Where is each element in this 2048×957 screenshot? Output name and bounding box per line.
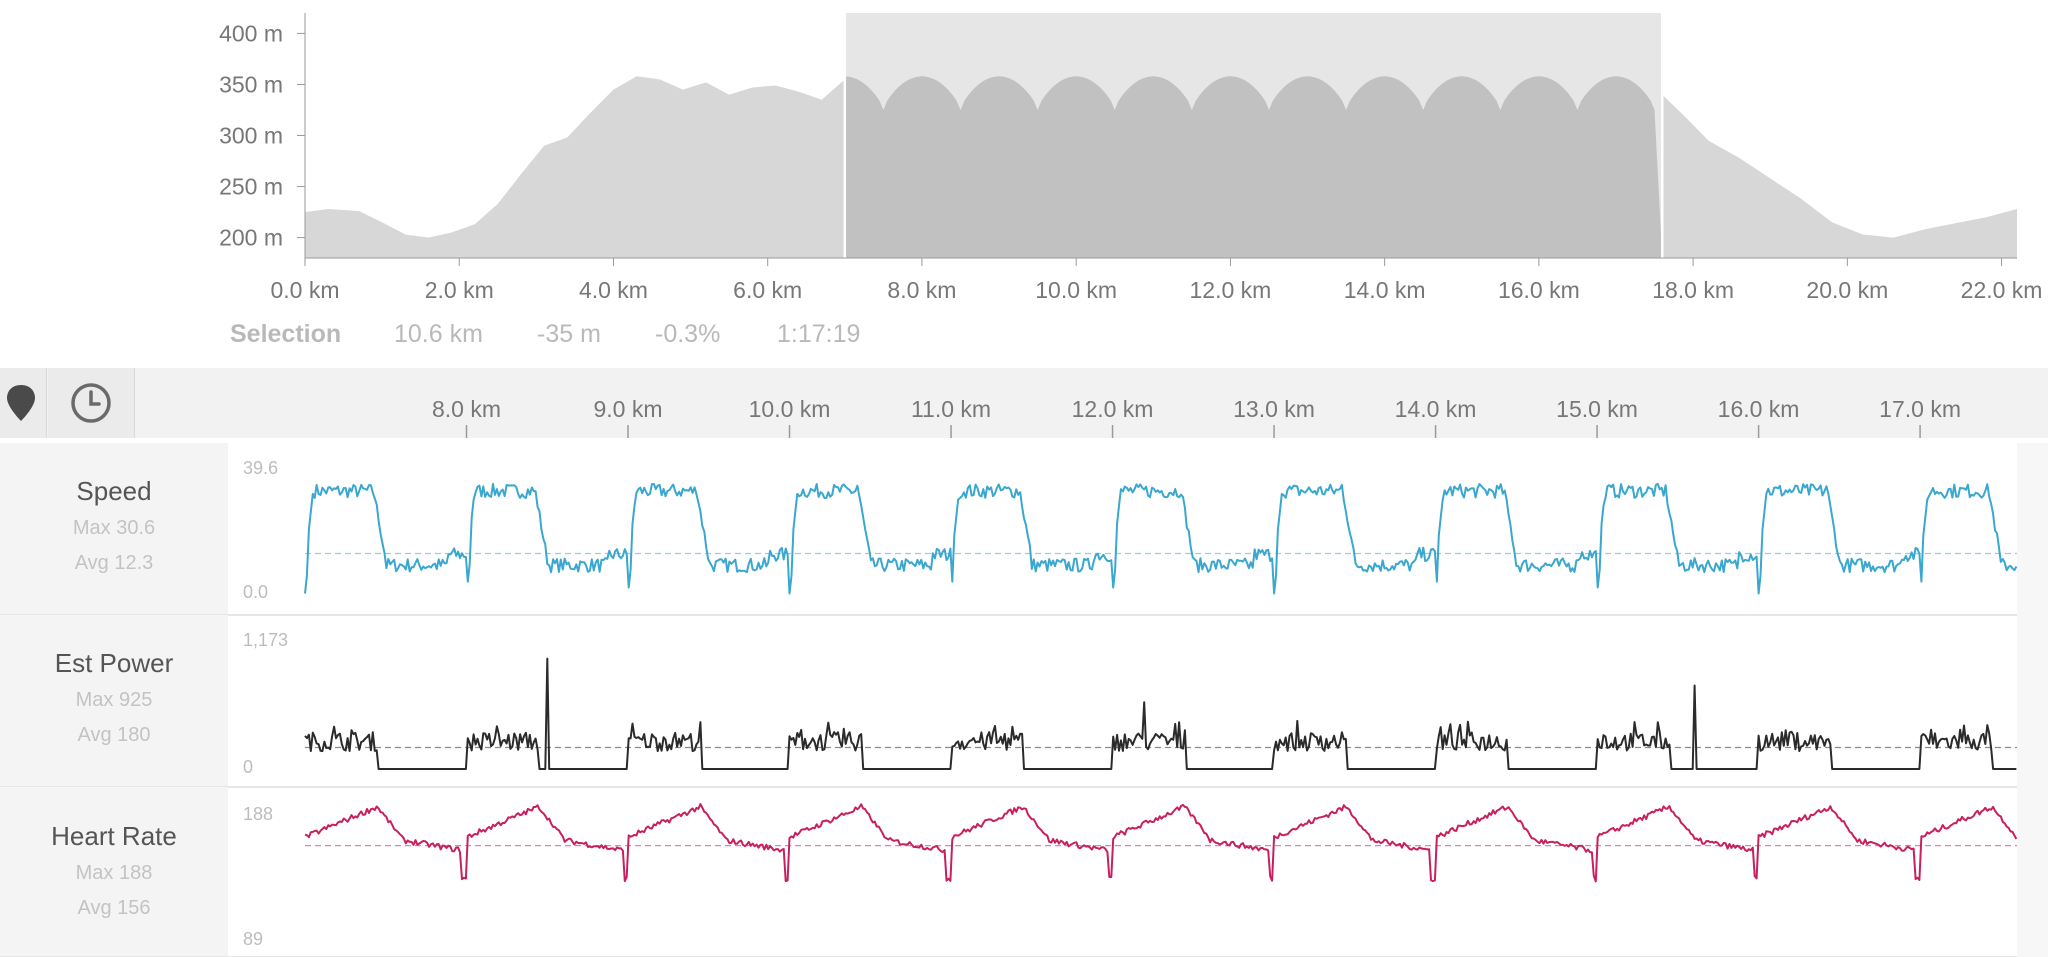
selection-duration: 1:17:19 <box>777 320 861 348</box>
power-max: Max 925 <box>75 689 153 711</box>
detail-x-tick-label: 11.0 km <box>911 396 991 422</box>
metric-series-line <box>304 657 2017 770</box>
selection-elevation-change: -35 m <box>537 320 601 348</box>
y-tick-label: 350 m <box>219 71 283 97</box>
power-name: Est Power <box>54 648 174 678</box>
selection-summary: Selection 10.6 km -35 m -0.3% 1:17:19 <box>0 318 2048 358</box>
x-tick-label: 22.0 km <box>1961 277 2043 303</box>
metric-axis-max: 39.6 <box>243 458 278 478</box>
elevation-area-before <box>305 76 845 258</box>
clock-icon <box>71 383 111 423</box>
y-tick-label: 200 m <box>219 225 283 251</box>
metric-axis-min: 89 <box>243 929 263 949</box>
hr-label-block: Heart Rate Max 188 Avg 156 <box>0 821 228 920</box>
x-tick-label: 10.0 km <box>1035 277 1117 303</box>
right-gutter <box>2017 443 2048 957</box>
x-tick-label: 4.0 km <box>579 277 648 303</box>
speed-max: Max 30.6 <box>72 517 156 539</box>
detail-x-tick-label: 13.0 km <box>1233 396 1315 422</box>
hr-avg: Avg 156 <box>77 897 151 919</box>
speed-avg: Avg 12.3 <box>74 552 154 574</box>
elevation-chart[interactable]: 200 m 250 m 300 m 350 m 400 m 0.0 km 2.0 km 4.0… <box>0 0 2048 318</box>
x-tick-label: 0.0 km <box>270 277 339 303</box>
metric-label-bg <box>0 443 228 615</box>
x-tick-label: 16.0 km <box>1498 277 1580 303</box>
detail-x-tick-label: 12.0 km <box>1072 396 1154 422</box>
metric-axis-max: 188 <box>243 804 273 824</box>
hr-max: Max 188 <box>75 862 153 884</box>
y-tick-label: 300 m <box>219 123 283 149</box>
power-avg: Avg 180 <box>77 724 151 746</box>
x-tick-label: 20.0 km <box>1806 277 1888 303</box>
y-tick-label: 400 m <box>219 20 283 46</box>
metric-axis-max: 1,173 <box>243 630 288 650</box>
metric-axis-min: 0 <box>243 757 253 777</box>
metric-series-line <box>304 482 2018 595</box>
metric-axis-min: 0.0 <box>243 582 268 602</box>
elevation-area-selected <box>844 76 1663 258</box>
elevation-area-after <box>1662 94 2017 258</box>
map-pin-icon <box>7 385 35 421</box>
detail-toolbar <box>0 368 2048 438</box>
x-tick-label: 12.0 km <box>1189 277 1271 303</box>
selection-distance: 10.6 km <box>394 320 483 348</box>
selection-grade: -0.3% <box>655 320 721 348</box>
map-pin-button[interactable] <box>0 368 47 438</box>
selection-label: Selection <box>230 320 342 348</box>
x-tick-label: 6.0 km <box>733 277 802 303</box>
detail-x-tick-label: 8.0 km <box>432 396 501 422</box>
x-tick-label: 8.0 km <box>887 277 956 303</box>
speed-name: Speed <box>76 476 152 506</box>
metrics-chart[interactable]: 8.0 km 9.0 km 10.0 km 11.0 km 12.0 km 13.0 km… <box>0 368 2048 957</box>
speed-label-block: Speed Max 30.6 Avg 12.3 <box>0 476 228 575</box>
x-tick-label: 18.0 km <box>1652 277 1734 303</box>
detail-x-tick-label: 15.0 km <box>1556 396 1638 422</box>
x-tick-label: 2.0 km <box>425 277 494 303</box>
detail-x-tick-label: 14.0 km <box>1395 396 1477 422</box>
elevation-marks: 200 m 250 m 300 m 350 m 400 m 0.0 km 2.0 km 4.0… <box>219 13 2042 303</box>
detail-x-tick-label: 16.0 km <box>1718 396 1800 422</box>
x-tick-label: 14.0 km <box>1344 277 1426 303</box>
power-label-block: Est Power Max 925 Avg 180 <box>0 648 228 747</box>
detail-x-tick-label: 9.0 km <box>594 396 663 422</box>
metrics-marks: 8.0 km 9.0 km 10.0 km 11.0 km 12.0 km 13.0 km… <box>0 396 2048 957</box>
detail-x-tick-label: 17.0 km <box>1879 396 1961 422</box>
detail-x-tick-label: 10.0 km <box>749 396 831 422</box>
metric-label-bg <box>0 615 228 787</box>
hr-name: Heart Rate <box>51 821 177 851</box>
metric-series-line <box>304 803 2018 883</box>
clock-button[interactable] <box>48 368 135 438</box>
metric-label-bg <box>0 787 228 957</box>
y-tick-label: 250 m <box>219 174 283 200</box>
